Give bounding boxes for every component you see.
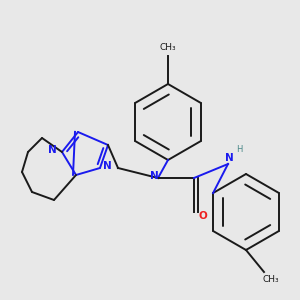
- Text: N: N: [103, 161, 111, 171]
- Text: H: H: [236, 146, 242, 154]
- Text: CH₃: CH₃: [160, 44, 176, 52]
- Text: N: N: [225, 153, 233, 163]
- Text: N: N: [150, 171, 158, 181]
- Text: CH₃: CH₃: [263, 275, 279, 284]
- Text: N: N: [48, 145, 56, 155]
- Text: O: O: [199, 211, 207, 221]
